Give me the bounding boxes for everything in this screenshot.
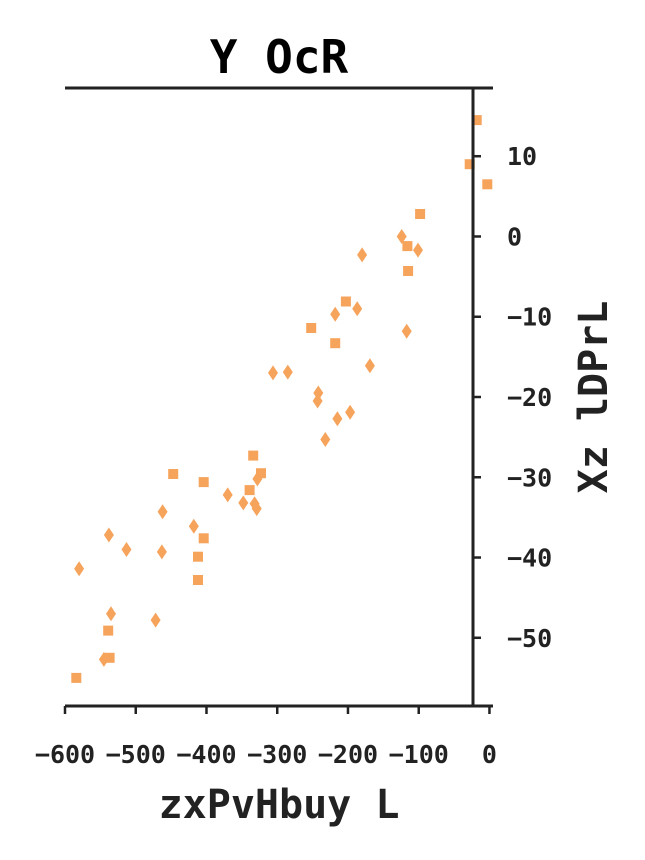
- data-point-diamond: [106, 606, 116, 622]
- data-point-diamond: [332, 411, 343, 427]
- data-point-square: [402, 241, 413, 252]
- data-point-diamond: [188, 518, 199, 534]
- data-point-diamond: [320, 432, 331, 447]
- data-point-diamond: [396, 229, 407, 244]
- x-axis-label: zxPvHbuy L: [159, 782, 400, 828]
- data-point-diamond: [251, 501, 262, 517]
- data-point-diamond: [103, 527, 114, 543]
- data-point-diamond: [312, 393, 323, 409]
- y-tick-label: 0: [507, 222, 522, 251]
- data-point-diamond: [330, 306, 341, 322]
- data-point-square: [330, 338, 341, 349]
- data-point-square: [198, 477, 209, 488]
- data-point-square: [415, 209, 426, 219]
- data-point-diamond: [345, 404, 356, 420]
- data-point-diamond: [413, 242, 423, 258]
- data-point-square: [244, 485, 255, 496]
- data-point-square: [248, 450, 259, 461]
- data-point-diamond: [282, 364, 293, 380]
- data-point-diamond: [401, 323, 412, 339]
- x-tick-label: −200: [318, 740, 378, 769]
- data-point-diamond: [252, 471, 263, 487]
- data-point-square: [71, 672, 82, 683]
- data-point-square: [482, 179, 493, 190]
- y-tick-label: −50: [507, 624, 552, 653]
- y-tick-label: −40: [507, 544, 552, 573]
- data-point-diamond: [268, 365, 278, 381]
- data-point-diamond: [222, 487, 233, 503]
- x-tick-label: 0: [482, 740, 497, 769]
- data-point-diamond: [156, 544, 167, 560]
- data-point-square: [256, 468, 266, 479]
- data-point-diamond: [357, 247, 368, 263]
- x-tick-label: −100: [389, 740, 449, 769]
- x-tick-label: −300: [247, 740, 307, 769]
- x-tick-label: −400: [176, 740, 236, 769]
- data-point-diamond: [352, 301, 363, 317]
- data-point-square: [464, 159, 475, 170]
- data-point-square: [471, 115, 482, 126]
- x-axis-ticks: −600 −500 −400 −300 −200 −100 0: [35, 706, 497, 769]
- y-tick-label: −20: [507, 383, 552, 412]
- y-axis-ticks: −50 −40 −30 −20 −10 0 10: [473, 142, 552, 653]
- data-point-diamond: [98, 651, 109, 667]
- data-point-diamond: [157, 504, 168, 520]
- data-point-square: [403, 266, 414, 276]
- data-point-diamond: [74, 561, 85, 577]
- data-point-diamond: [121, 542, 132, 557]
- data-point-square: [104, 652, 115, 663]
- data-point-diamond: [364, 358, 375, 374]
- data-point-square: [340, 296, 351, 307]
- y-tick-label: 10: [507, 142, 537, 171]
- data-point-square: [306, 323, 317, 333]
- data-point-square: [193, 575, 203, 585]
- x-tick-label: −500: [106, 740, 166, 769]
- x-tick-label: −600: [35, 740, 95, 769]
- chart-title: Y OcR: [210, 30, 349, 84]
- data-point-diamond: [150, 612, 161, 628]
- plot-area: [71, 115, 493, 683]
- y-axis-label: Xz lDPrL: [571, 301, 617, 494]
- y-tick-label: −10: [507, 303, 552, 332]
- y-tick-label: −30: [507, 463, 552, 492]
- data-point-square: [103, 625, 114, 636]
- data-point-square: [193, 551, 203, 562]
- data-point-square: [168, 469, 179, 479]
- data-point-square: [198, 533, 209, 544]
- data-point-diamond: [238, 495, 249, 511]
